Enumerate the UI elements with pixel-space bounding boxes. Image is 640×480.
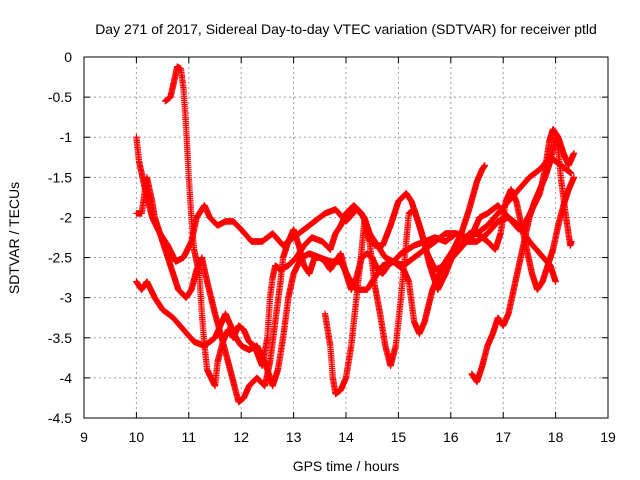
y-tick-label: -0.5 [48, 89, 72, 105]
x-tick-label: 18 [548, 429, 564, 445]
data-point [552, 278, 559, 285]
series-track-4 [162, 63, 578, 390]
y-tick-label: -2 [60, 209, 73, 225]
x-tick-label: 12 [233, 429, 249, 445]
y-tick-label: 0 [64, 49, 72, 65]
x-axis-ticks: 9 10 11 12 13 14 15 16 17 18 19 [80, 57, 616, 445]
y-tick-label: -2.5 [48, 250, 72, 266]
y-tick-label: -4 [60, 370, 73, 386]
y-axis-ticks: 0 -0.5 -1 -1.5 -2 -2.5 -3 -3.5 -4 -4.5 [48, 49, 608, 426]
y-tick-label: -1 [60, 129, 73, 145]
chart-title: Day 271 of 2017, Sidereal Day-to-day VTE… [95, 21, 597, 37]
x-tick-label: 14 [338, 429, 354, 445]
x-tick-label: 17 [495, 429, 511, 445]
x-tick-label: 9 [80, 429, 88, 445]
x-tick-label: 16 [443, 429, 459, 445]
y-tick-label: -3.5 [48, 330, 72, 346]
x-tick-label: 10 [129, 429, 145, 445]
y-tick-label: -4.5 [48, 410, 72, 426]
x-tick-label: 13 [286, 429, 302, 445]
data-points [133, 63, 578, 406]
y-tick-label: -1.5 [48, 169, 72, 185]
series-track-5 [321, 174, 578, 398]
x-tick-label: 11 [182, 429, 197, 445]
x-tick-label: 19 [600, 429, 616, 445]
y-tick-label: -3 [60, 290, 73, 306]
x-tick-label: 15 [391, 429, 407, 445]
